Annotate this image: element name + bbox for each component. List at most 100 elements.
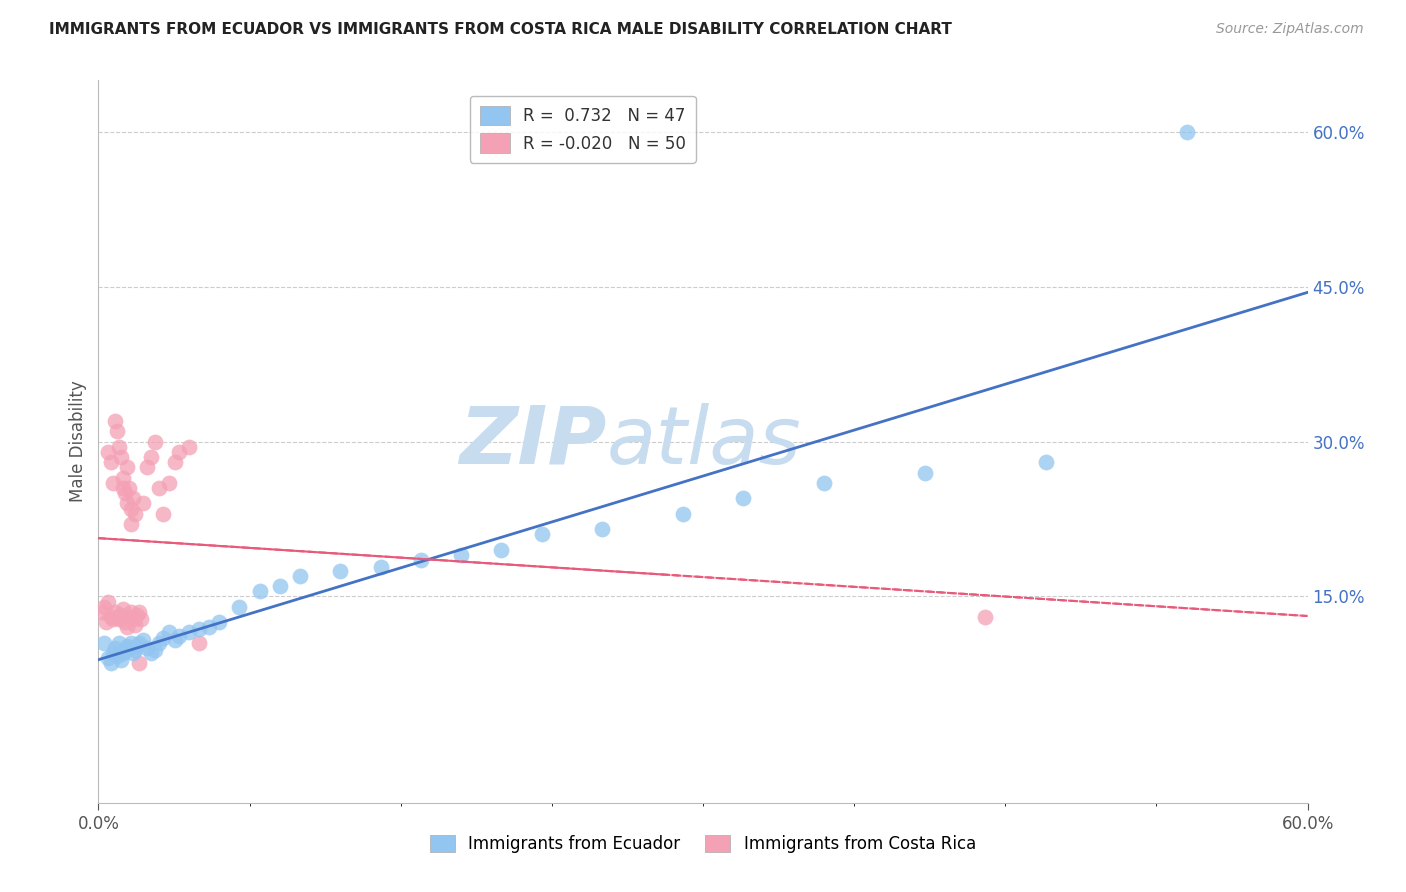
Point <box>139 450 162 464</box>
Point <box>128 605 150 619</box>
Point <box>115 639 138 653</box>
Point <box>105 424 128 438</box>
Point <box>114 643 136 657</box>
Point <box>121 612 143 626</box>
Point <box>110 450 132 464</box>
Point <box>733 491 755 506</box>
Point <box>672 507 695 521</box>
Point <box>120 636 142 650</box>
Point <box>111 646 134 660</box>
Point <box>118 481 141 495</box>
Point <box>450 548 472 562</box>
Point <box>491 542 513 557</box>
Point <box>157 625 180 640</box>
Point <box>163 455 186 469</box>
Point <box>100 657 122 671</box>
Point <box>143 434 166 449</box>
Point <box>128 636 150 650</box>
Point <box>101 612 124 626</box>
Point <box>103 605 125 619</box>
Point <box>105 649 128 664</box>
Point <box>100 610 122 624</box>
Legend: Immigrants from Ecuador, Immigrants from Costa Rica: Immigrants from Ecuador, Immigrants from… <box>423 828 983 860</box>
Point <box>370 560 392 574</box>
Point <box>124 643 146 657</box>
Point <box>208 615 231 630</box>
Point <box>152 507 174 521</box>
Point <box>110 607 132 622</box>
Point <box>97 594 120 608</box>
Point <box>143 643 166 657</box>
Point <box>198 620 221 634</box>
Point <box>107 636 129 650</box>
Point <box>167 445 190 459</box>
Point <box>591 522 613 536</box>
Point <box>96 615 118 630</box>
Point <box>111 481 134 495</box>
Point <box>101 646 124 660</box>
Point <box>124 507 146 521</box>
Point <box>91 605 114 619</box>
Text: ZIP: ZIP <box>458 402 606 481</box>
Point <box>103 640 125 655</box>
Text: atlas: atlas <box>606 402 801 481</box>
Point <box>152 631 174 645</box>
Point <box>111 601 134 615</box>
Point <box>135 640 157 655</box>
Point <box>111 471 134 485</box>
Point <box>105 610 128 624</box>
Text: IMMIGRANTS FROM ECUADOR VS IMMIGRANTS FROM COSTA RICA MALE DISABILITY CORRELATIO: IMMIGRANTS FROM ECUADOR VS IMMIGRANTS FR… <box>49 22 952 37</box>
Point <box>120 517 142 532</box>
Point <box>179 440 201 454</box>
Point <box>813 475 835 490</box>
Text: Source: ZipAtlas.com: Source: ZipAtlas.com <box>1216 22 1364 37</box>
Point <box>120 605 142 619</box>
Point <box>114 615 136 630</box>
Point <box>115 496 138 510</box>
Point <box>107 612 129 626</box>
Point <box>129 612 152 626</box>
Point <box>974 610 997 624</box>
Point <box>97 651 120 665</box>
Point <box>409 553 432 567</box>
Point <box>125 607 148 622</box>
Point <box>148 481 170 495</box>
Point <box>228 599 250 614</box>
Point <box>115 620 138 634</box>
Point <box>163 632 186 647</box>
Point <box>148 636 170 650</box>
Point <box>125 639 148 653</box>
Point <box>1175 125 1198 139</box>
Point <box>157 475 180 490</box>
Point <box>120 501 142 516</box>
Point <box>103 414 125 428</box>
Point <box>121 491 143 506</box>
Point <box>93 636 115 650</box>
Point <box>329 564 352 578</box>
Point <box>179 625 201 640</box>
Point <box>288 568 311 582</box>
Point <box>93 599 115 614</box>
Y-axis label: Male Disability: Male Disability <box>69 381 87 502</box>
Point <box>101 475 124 490</box>
Point <box>269 579 291 593</box>
Point <box>1035 455 1057 469</box>
Point <box>97 445 120 459</box>
Point <box>139 646 162 660</box>
Point <box>188 623 211 637</box>
Point <box>107 440 129 454</box>
Point <box>167 629 190 643</box>
Point <box>132 632 155 647</box>
Point <box>118 640 141 655</box>
Point <box>124 618 146 632</box>
Point <box>118 610 141 624</box>
Point <box>121 646 143 660</box>
Point <box>249 584 271 599</box>
Point <box>914 466 936 480</box>
Point <box>114 486 136 500</box>
Point <box>128 657 150 671</box>
Point <box>188 636 211 650</box>
Point <box>110 653 132 667</box>
Point <box>115 460 138 475</box>
Point <box>132 496 155 510</box>
